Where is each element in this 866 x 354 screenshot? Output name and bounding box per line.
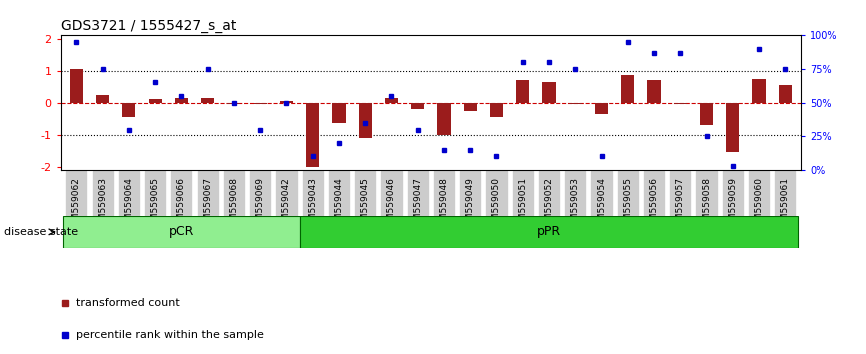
Bar bbox=[359, 103, 372, 138]
Bar bbox=[753, 79, 766, 103]
Bar bbox=[621, 75, 634, 103]
Bar bbox=[437, 103, 450, 135]
Bar bbox=[306, 103, 320, 167]
Bar bbox=[333, 103, 346, 124]
Bar bbox=[254, 103, 267, 104]
Bar bbox=[779, 85, 792, 103]
Bar bbox=[280, 101, 293, 103]
Bar bbox=[63, 216, 300, 248]
Bar bbox=[700, 103, 713, 125]
Bar bbox=[96, 95, 109, 103]
Bar bbox=[385, 98, 398, 103]
Bar bbox=[175, 98, 188, 103]
Text: GDS3721 / 1555427_s_at: GDS3721 / 1555427_s_at bbox=[61, 19, 236, 33]
Text: transformed count: transformed count bbox=[76, 298, 179, 308]
Text: pPR: pPR bbox=[537, 225, 561, 238]
Bar bbox=[490, 103, 503, 117]
Bar bbox=[70, 69, 83, 103]
Bar bbox=[727, 103, 740, 152]
Bar bbox=[648, 80, 661, 103]
Text: disease state: disease state bbox=[4, 227, 79, 237]
Bar bbox=[516, 80, 529, 103]
Bar bbox=[542, 82, 556, 103]
Bar bbox=[463, 103, 477, 111]
Text: pCR: pCR bbox=[169, 225, 194, 238]
Bar bbox=[674, 103, 687, 104]
Bar bbox=[300, 216, 798, 248]
Bar bbox=[201, 98, 214, 103]
Bar bbox=[411, 103, 424, 109]
Bar bbox=[122, 103, 135, 117]
Bar bbox=[228, 103, 241, 104]
Bar bbox=[569, 103, 582, 104]
Bar bbox=[595, 103, 608, 114]
Bar bbox=[149, 99, 162, 103]
Text: percentile rank within the sample: percentile rank within the sample bbox=[76, 330, 263, 339]
